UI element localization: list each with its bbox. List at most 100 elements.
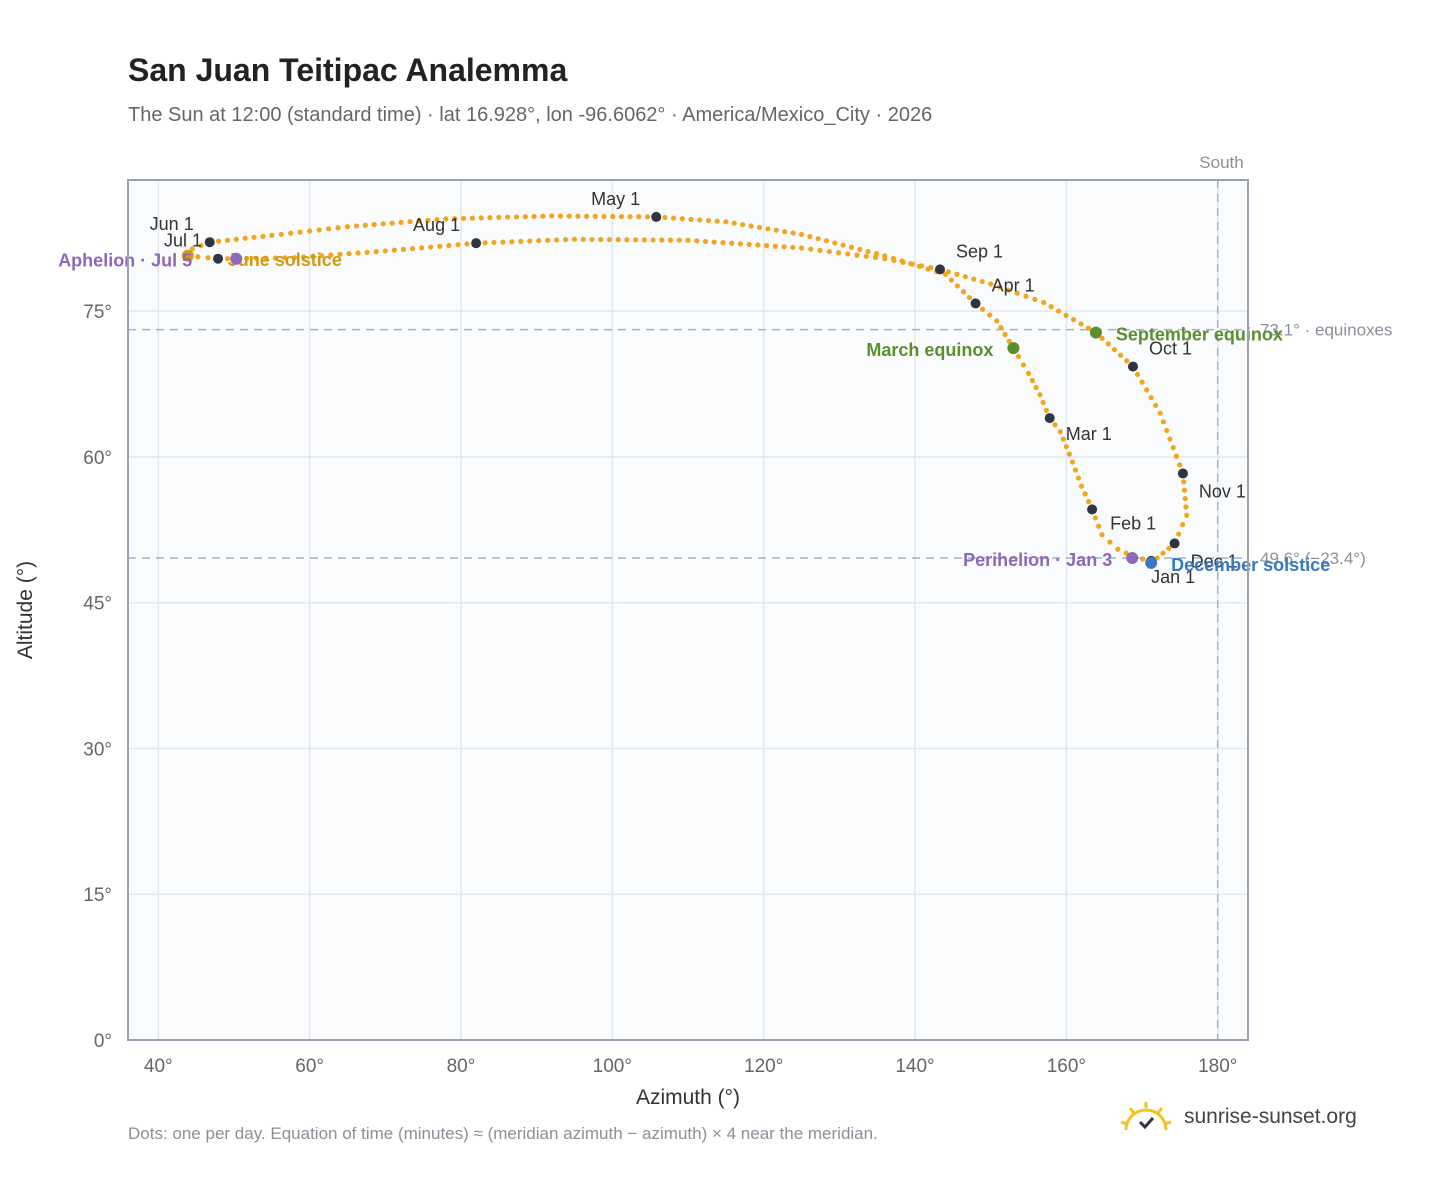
day-dot (1005, 287, 1011, 293)
day-dot (854, 252, 860, 258)
day-dot (1075, 475, 1082, 481)
day-dot (644, 214, 651, 220)
day-dot (746, 241, 752, 248)
day-dot (389, 220, 395, 226)
month-label: Jun 1 (150, 214, 194, 234)
month-marker (651, 211, 662, 222)
y-tick-label: 30° (83, 739, 112, 760)
day-dot (1182, 495, 1188, 502)
day-dot (1082, 491, 1088, 497)
day-dot (1043, 407, 1050, 413)
day-dot (624, 237, 630, 243)
day-dot (627, 214, 633, 220)
day-dot (954, 271, 960, 277)
event-label: March equinox (866, 340, 993, 360)
day-dot (1078, 321, 1084, 327)
day-dot (667, 237, 674, 243)
day-dot (300, 254, 307, 260)
day-dot (1085, 499, 1092, 505)
day-dot (310, 253, 316, 259)
day-dot (562, 237, 569, 243)
day-dot (1160, 550, 1166, 556)
day-dot (1092, 515, 1098, 521)
day-dot (618, 214, 625, 220)
day-dot (650, 237, 656, 243)
event-marker (1089, 326, 1102, 339)
day-dot (478, 215, 484, 221)
day-dot (863, 253, 869, 259)
month-label: Jan 1 (1151, 567, 1195, 587)
day-dot (971, 276, 977, 282)
day-dot (1052, 422, 1058, 428)
day-dot (826, 248, 832, 255)
day-dot (382, 248, 388, 254)
day-dot (364, 249, 370, 255)
day-dot (601, 213, 607, 220)
day-dot (496, 214, 502, 221)
day-dot (291, 255, 298, 261)
day-dot (469, 215, 475, 221)
axis-ticks: 40° 60° 80° 100° 120° 140° 160° 180° 0° 15° 30° 45°… (83, 302, 1237, 1077)
day-dot (337, 251, 343, 257)
day-dot (362, 222, 368, 228)
event-marker (1007, 342, 1020, 355)
day-dot (900, 259, 906, 265)
event-label: June solstice (228, 250, 342, 270)
y-tick-label: 45° (83, 594, 112, 615)
day-dot (1177, 462, 1183, 468)
day-dot (531, 213, 537, 220)
day-dot (482, 240, 488, 246)
day-dot (1140, 556, 1146, 562)
x-tick-label: 80° (447, 1056, 476, 1077)
day-dot (443, 216, 449, 222)
day-dot (278, 231, 284, 237)
day-dot (633, 237, 639, 243)
day-dot (269, 232, 275, 238)
month-label: Nov 1 (1199, 481, 1246, 501)
y-tick-label: 60° (83, 448, 112, 469)
day-dot (857, 246, 863, 252)
month-label: Oct 1 (1149, 339, 1192, 359)
day-dot (832, 240, 838, 246)
day-dot (1180, 522, 1186, 528)
day-dot (1060, 436, 1066, 442)
x-tick-label: 120° (744, 1056, 783, 1077)
brand-logo[interactable]: sunrise-sunset.org (1120, 1100, 1357, 1134)
day-dot (714, 218, 720, 224)
day-dot (882, 256, 888, 262)
event-marker (1126, 552, 1139, 565)
day-dot (840, 242, 846, 248)
day-dot (1118, 352, 1124, 358)
day-dot (872, 254, 879, 261)
day-dot (1176, 531, 1182, 537)
day-dot (509, 239, 515, 245)
day-dot (1063, 443, 1069, 450)
month-marker (1087, 504, 1098, 515)
day-dot (641, 237, 647, 243)
day-dot (598, 236, 604, 243)
day-dot (808, 246, 814, 252)
day-dot (996, 284, 1003, 290)
day-dot (325, 226, 332, 232)
day-dot (1160, 419, 1167, 425)
day-dot (1002, 331, 1008, 338)
month-marker (1044, 413, 1055, 424)
day-dot (1148, 395, 1154, 401)
day-dot (1167, 436, 1173, 442)
day-dot (755, 242, 761, 248)
day-dot (398, 219, 404, 226)
day-dot (1166, 545, 1172, 551)
month-label: Mar 1 (1066, 424, 1112, 444)
day-dot (772, 243, 778, 249)
day-dot (865, 248, 871, 255)
day-dot (782, 229, 788, 235)
day-dot (437, 243, 443, 249)
month-label: Dec 1 (1191, 551, 1238, 571)
day-dot (335, 225, 341, 231)
day-dot (513, 214, 520, 220)
x-tick-label: 60° (295, 1056, 324, 1077)
day-dot (928, 265, 934, 271)
day-dot (1072, 467, 1079, 473)
day-dot (731, 220, 737, 226)
month-marker (204, 237, 215, 248)
